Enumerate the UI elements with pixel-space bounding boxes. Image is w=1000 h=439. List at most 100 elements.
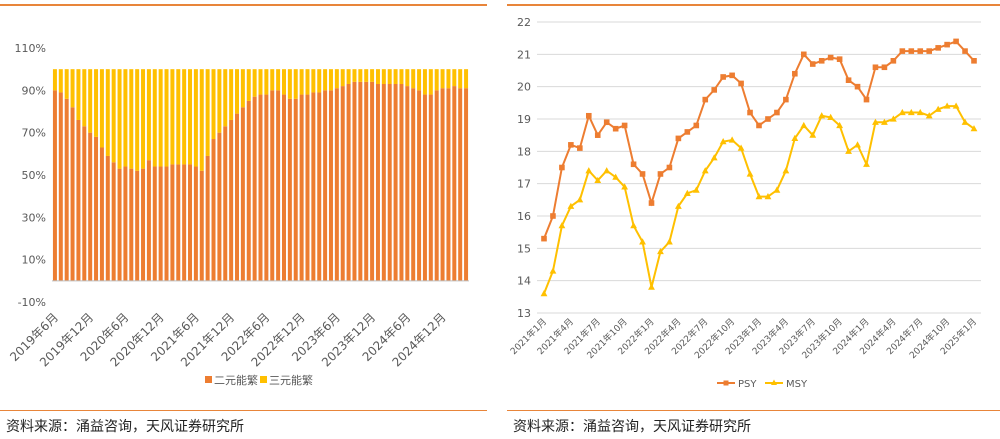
point-msy — [961, 118, 969, 125]
point-psy — [648, 200, 655, 206]
point-psy — [550, 213, 556, 219]
y-tick-label: 20 — [517, 81, 531, 94]
bar-segment — [158, 69, 163, 167]
point-msy — [585, 167, 593, 174]
bar-segment — [452, 86, 457, 281]
point-psy — [765, 116, 771, 122]
line-chart: 131415161718192021222021年1月2021年4月2021年7… — [508, 16, 981, 390]
bar-segment — [299, 94, 304, 281]
point-psy — [792, 70, 798, 77]
bar-segment — [58, 92, 63, 281]
legend-label: 三元能繁 — [269, 373, 313, 387]
bottom-rule — [0, 410, 487, 411]
point-msy — [836, 121, 844, 129]
point-msy — [943, 102, 951, 109]
bar-segment — [240, 69, 245, 108]
bar-segment — [375, 83, 380, 281]
bottom-rule — [507, 410, 1000, 411]
point-msy — [952, 102, 960, 109]
bar-segment — [188, 164, 193, 281]
bar-segment — [246, 100, 251, 281]
point-msy — [666, 238, 673, 245]
bar-segment — [235, 113, 239, 281]
bar-segment — [152, 166, 157, 281]
point-msy — [549, 267, 557, 274]
point-psy — [926, 48, 933, 54]
point-psy — [944, 41, 950, 48]
stacked-bar-chart: -10%10%30%50%70%90%110%2019年6月2019年12月20… — [7, 42, 469, 387]
bar-segment — [405, 86, 410, 281]
bar-segment — [276, 90, 281, 281]
point-psy — [603, 119, 610, 126]
point-msy — [764, 193, 772, 200]
bar-segment — [270, 90, 275, 281]
bar-segment — [393, 83, 398, 281]
point-psy — [684, 129, 691, 135]
bar-segment — [282, 94, 286, 281]
bar-segment — [217, 132, 222, 281]
bar-segment — [358, 69, 363, 82]
point-psy — [621, 122, 628, 129]
point-msy — [854, 141, 861, 148]
bar-segment — [52, 90, 57, 281]
y-tick-label: 16 — [517, 210, 531, 223]
bar-segment — [164, 166, 169, 281]
point-msy — [648, 283, 655, 290]
point-msy — [755, 193, 763, 200]
point-psy — [666, 164, 673, 171]
bar-segment — [164, 69, 169, 167]
bar-segment — [252, 69, 257, 97]
legend-label: 二元能繁 — [214, 373, 258, 387]
bar-segment — [82, 69, 87, 127]
bar-segment — [170, 164, 175, 281]
bar-segment — [428, 69, 433, 95]
bar-segment — [440, 88, 445, 281]
bar-segment — [399, 69, 404, 84]
bar-segment — [258, 69, 263, 95]
bar-segment — [370, 81, 375, 281]
point-psy — [577, 145, 583, 151]
point-msy — [934, 105, 942, 112]
point-psy — [899, 48, 906, 54]
point-msy — [746, 170, 754, 177]
bar-segment — [352, 81, 357, 281]
point-psy — [774, 109, 780, 116]
point-psy — [711, 87, 718, 93]
bar-segment — [417, 69, 422, 91]
bar-segment — [141, 168, 146, 281]
point-msy — [603, 167, 611, 174]
bar-segment — [358, 81, 363, 281]
bar-segment — [393, 69, 398, 84]
point-psy — [783, 96, 789, 103]
point-psy — [568, 142, 574, 148]
point-msy — [612, 173, 620, 180]
point-msy — [863, 160, 870, 167]
point-psy — [836, 56, 843, 62]
point-msy — [737, 144, 745, 151]
bar-segment — [170, 69, 175, 165]
point-msy — [567, 202, 575, 209]
y-tick-label: 21 — [517, 48, 531, 61]
point-psy — [908, 48, 915, 54]
point-msy — [558, 222, 566, 229]
point-psy — [585, 112, 592, 119]
point-psy — [971, 58, 977, 64]
point-psy — [738, 80, 744, 87]
point-msy — [701, 167, 709, 174]
bar-segment — [158, 166, 163, 281]
point-psy — [809, 61, 816, 67]
bar-segment — [188, 69, 193, 165]
y-tick-label: 30% — [22, 211, 46, 224]
bar-segment — [52, 69, 57, 91]
point-msy — [782, 167, 790, 174]
bar-segment — [411, 88, 416, 281]
point-msy — [827, 113, 835, 120]
bar-segment — [323, 90, 328, 281]
legend-marker — [771, 379, 777, 385]
point-msy — [845, 147, 852, 154]
y-tick-label: 14 — [517, 275, 531, 288]
bar-segment — [381, 83, 386, 281]
bar-segment — [405, 69, 410, 87]
bar-segment — [229, 69, 234, 120]
point-psy — [818, 58, 825, 64]
